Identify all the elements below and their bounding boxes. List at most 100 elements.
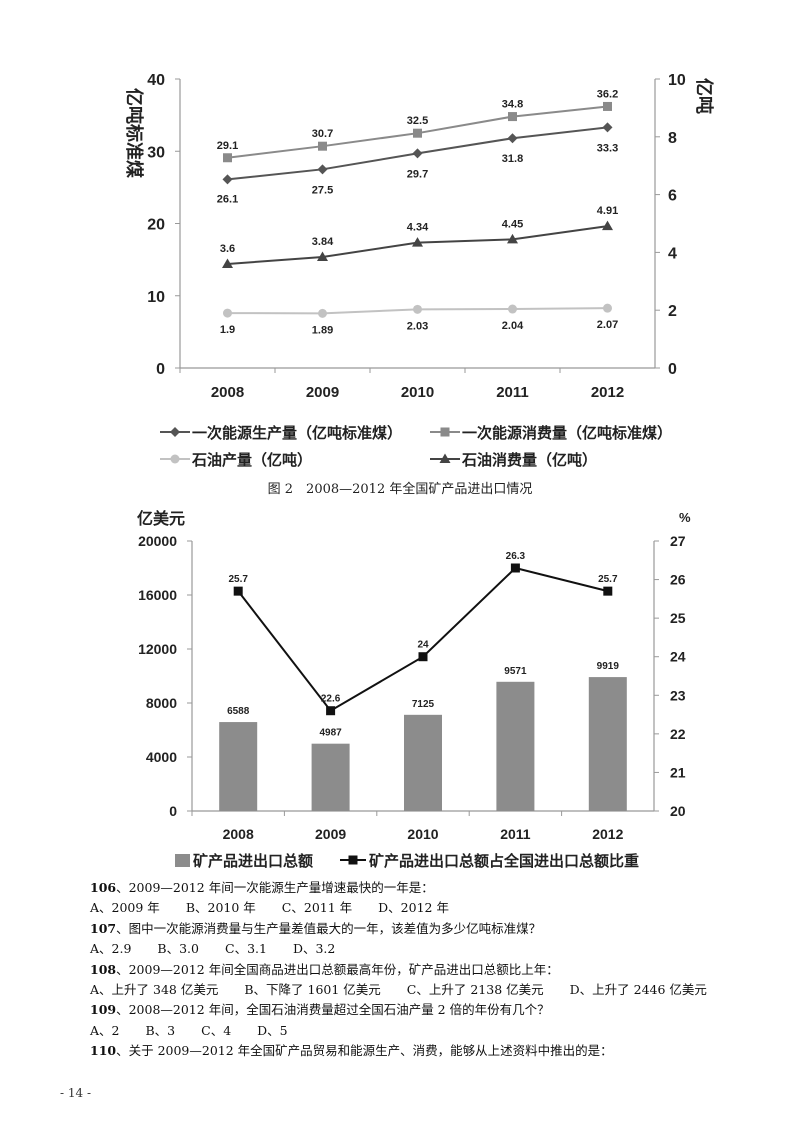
data-point <box>508 304 517 314</box>
y-right-tick-label: 23 <box>670 687 686 703</box>
data-point <box>413 128 422 138</box>
question-number: 107 <box>90 920 117 936</box>
data-point <box>602 220 613 231</box>
answer-option[interactable]: B、2010 年 <box>185 900 256 916</box>
question-110: 110、关于 2009—2012 年全国矿产品贸易和能源生产、消费，能够从上述资… <box>90 1041 780 1061</box>
data-label: 3.6 <box>220 243 235 255</box>
bar <box>311 743 350 811</box>
y-right-tick-label: 10 <box>668 72 686 89</box>
question-text: 、图中一次能源消费量与生产量差值最大的一年，该差值为多少亿吨标准煤？ <box>116 920 542 936</box>
question-number: 106 <box>90 880 117 895</box>
answer-option[interactable]: B、3 <box>145 1022 176 1038</box>
data-label: 2.03 <box>407 320 428 332</box>
data-point <box>413 304 422 314</box>
question-text: 、2009—2012 年间一次能源生产量增速最快的一年是： <box>116 880 434 895</box>
answer-option[interactable]: A、2.9 <box>90 941 132 957</box>
answer-options: A、上升了 348 亿美元 B、下降了 1601 亿美元 C、上升了 2138 亿美… <box>90 980 780 1000</box>
data-point <box>603 303 612 313</box>
y-tick-label: 20 <box>147 217 165 234</box>
x-tick-label: 2012 <box>592 826 623 842</box>
legend-label: 矿产品进出口总额占全国进出口总额比重 <box>369 852 639 870</box>
answer-option[interactable]: A、2009 年 <box>90 900 160 916</box>
data-point <box>508 112 517 122</box>
answer-option[interactable]: C、4 <box>201 1022 232 1038</box>
question-number: 109 <box>90 1002 117 1018</box>
y-tick-label: 10 <box>147 289 165 306</box>
y-right-tick-label: 27 <box>670 533 686 549</box>
y-right-tick-label: 25 <box>670 610 686 626</box>
data-point <box>318 141 327 151</box>
bar-value-label: 9919 <box>597 661 620 672</box>
ratio-value-label: 25.7 <box>228 574 248 585</box>
bar-value-label: 9571 <box>504 666 527 677</box>
answer-option[interactable]: D、3.2 <box>292 941 336 957</box>
y-right-axis-title: 亿吨 <box>694 78 715 114</box>
answer-option[interactable]: B、下降了 1601 亿美元 <box>244 982 381 998</box>
x-tick-label: 2009 <box>315 826 346 842</box>
data-point <box>222 258 233 268</box>
y-right-tick-label: 20 <box>670 803 686 819</box>
x-tick-label: 2008 <box>223 826 254 842</box>
legend-label: 石油消费量（亿吨） <box>461 451 597 469</box>
legend-marker <box>440 427 450 437</box>
legend-bar-swatch <box>175 854 190 867</box>
question-list: 106、2009—2012 年间一次能源生产量增速最快的一年是： A、2009 年… <box>90 878 780 1062</box>
data-point <box>602 122 613 133</box>
y-tick-label: 16000 <box>138 587 177 603</box>
ratio-value-label: 26.3 <box>506 551 526 562</box>
ratio-value-label: 25.7 <box>598 574 618 585</box>
y-tick-label: 4000 <box>146 749 177 765</box>
x-tick-label: 2011 <box>500 826 531 842</box>
data-label: 32.5 <box>407 115 428 127</box>
answer-options: A、2009 年 B、2010 年 C、2011 年 D、2012 年 <box>90 898 780 918</box>
data-point <box>317 164 328 175</box>
answer-option[interactable]: C、3.1 <box>225 941 267 957</box>
data-point <box>223 153 232 163</box>
question-106: 106、2009—2012 年间一次能源生产量增速最快的一年是： <box>90 878 780 898</box>
data-label: 29.7 <box>407 168 428 180</box>
answer-option[interactable]: B、3.0 <box>157 941 199 957</box>
legend-marker <box>348 855 358 865</box>
y-right-axis-title: % <box>679 510 691 525</box>
legend-marker <box>439 453 451 463</box>
data-label: 4.91 <box>597 205 618 217</box>
mineral-trade-chart: 0 4000 8000 12000 16000 20000 20 21 22 23 24 25 26 27… <box>137 509 691 870</box>
figure-2-caption: 图 2 2008—2012 年全国矿产品进出口情况 <box>267 482 533 497</box>
x-tick-label: 2010 <box>401 384 434 401</box>
y-axis-title: 亿美元 <box>137 509 185 528</box>
x-tick-label: 2012 <box>591 384 624 401</box>
y-tick-label: 12000 <box>138 641 177 657</box>
question-108: 108、2009—2012 年间全国商品进出口总额最高年份，矿产品进出口总额比上… <box>90 960 780 980</box>
x-tick-label: 2010 <box>407 826 438 842</box>
page-number: - 14 - <box>60 1086 92 1100</box>
answer-option[interactable]: A、2 <box>90 1022 120 1038</box>
ratio-value-label: 22.6 <box>321 694 341 705</box>
data-label: 27.5 <box>312 184 333 196</box>
y-axis-title: 亿吨标准煤 <box>124 88 145 178</box>
y-tick-label: 30 <box>147 144 165 161</box>
y-right-tick-label: 0 <box>668 361 677 378</box>
data-label: 3.84 <box>312 236 334 248</box>
question-text: 、2008—2012 年间，全国石油消费量超过全国石油产量 2 倍的年份有几个？ <box>116 1002 550 1018</box>
data-label: 29.1 <box>217 140 238 152</box>
ratio-point <box>233 586 243 596</box>
bar <box>219 722 258 811</box>
data-point <box>223 308 232 318</box>
answer-option[interactable]: D、上升了 2446 亿美元 <box>569 982 707 998</box>
y-right-tick-label: 8 <box>668 130 677 147</box>
answer-option[interactable]: D、2012 年 <box>378 900 449 916</box>
legend-marker <box>170 454 180 464</box>
answer-option[interactable]: D、5 <box>257 1022 288 1038</box>
y-tick-label: 0 <box>169 803 177 819</box>
y-tick-label: 20000 <box>138 533 177 549</box>
data-point <box>507 133 518 144</box>
legend-label: 石油产量（亿吨） <box>191 451 312 469</box>
answer-option[interactable]: C、2011 年 <box>281 900 353 916</box>
data-label: 2.07 <box>597 319 618 331</box>
energy-line-chart: 0 10 20 30 40 0 2 4 6 8 10 2008 2009 2010 2011 2012 亿吨标准… <box>124 72 715 469</box>
ratio-value-label: 24 <box>417 640 429 651</box>
answer-option[interactable]: A、上升了 348 亿美元 <box>90 982 219 998</box>
data-label: 31.8 <box>502 153 523 165</box>
data-point <box>603 101 612 111</box>
answer-option[interactable]: C、上升了 2138 亿美元 <box>406 982 544 998</box>
